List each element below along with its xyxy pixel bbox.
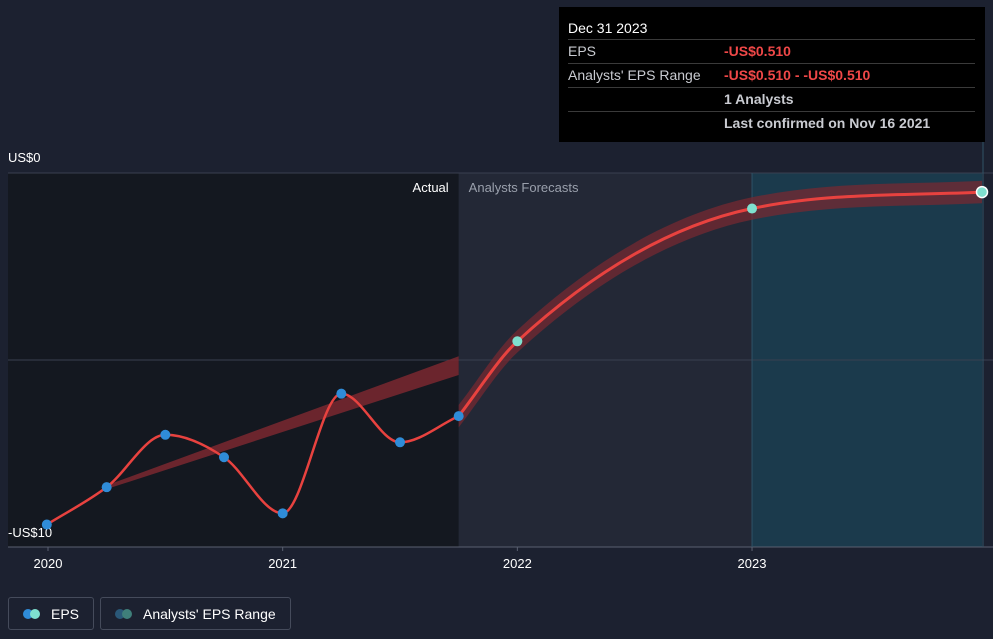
eps-actual-point-4 xyxy=(277,508,288,519)
eps-actual-point-6 xyxy=(395,437,406,448)
tooltip-range-value: -US$0.510 - -US$0.510 xyxy=(724,67,871,83)
actual-section-label: Actual xyxy=(413,180,449,195)
eps-forecast-point-2 xyxy=(747,203,758,214)
legend-eps-button[interactable]: EPS xyxy=(8,597,95,630)
x-tick-label-2022: 2022 xyxy=(503,556,532,571)
y-axis-top-label: US$0 xyxy=(8,150,41,165)
eps-forecast-line xyxy=(457,190,983,418)
eps-actual-point-5 xyxy=(336,388,347,399)
legend-range-label: Analysts' EPS Range xyxy=(143,605,276,622)
legend-eps-label: EPS xyxy=(51,605,80,622)
eps-legend-icon xyxy=(23,608,43,619)
tooltip-date: Dec 31 2023 xyxy=(568,17,975,40)
tooltip-analysts-row: 1 Analysts xyxy=(568,88,975,112)
y-axis-bottom-label: -US$10 xyxy=(8,525,52,540)
tooltip-confirmed-row: Last confirmed on Nov 16 2021 xyxy=(568,112,975,135)
chart-tooltip: Dec 31 2023 EPS -US$0.510 Analysts' EPS … xyxy=(559,7,985,142)
tooltip-eps-row: EPS -US$0.510 xyxy=(568,40,975,64)
chart-legend: EPS Analysts' EPS Range xyxy=(8,597,291,630)
forecast-section-label: Analysts Forecasts xyxy=(469,180,579,195)
x-tick-label-2020: 2020 xyxy=(34,556,63,571)
forecast-range-band xyxy=(458,180,982,428)
eps-forecast-point-1 xyxy=(512,336,523,347)
tooltip-analysts-count: 1 Analysts xyxy=(724,91,794,107)
tooltip-last-confirmed: Last confirmed on Nov 16 2021 xyxy=(724,115,931,131)
eps-actual-point-0 xyxy=(41,519,52,530)
tooltip-eps-label: EPS xyxy=(568,43,597,59)
x-tick-label-2021: 2021 xyxy=(268,556,297,571)
eps-actual-point-3 xyxy=(219,452,230,463)
eps-actual-point-1 xyxy=(101,482,112,493)
eps-actual-line xyxy=(46,392,460,526)
eps-actual-point-7 xyxy=(453,411,464,422)
tooltip-eps-value: -US$0.510 xyxy=(724,43,791,59)
tooltip-range-label: Analysts' EPS Range xyxy=(568,67,701,83)
tooltip-range-row: Analysts' EPS Range -US$0.510 - -US$0.51… xyxy=(568,64,975,88)
past-estimate-range-band xyxy=(106,356,459,490)
eps-forecast-point-3 xyxy=(975,185,989,199)
eps-actual-point-2 xyxy=(160,429,171,440)
range-legend-icon xyxy=(115,608,135,619)
x-tick-label-2023: 2023 xyxy=(738,556,767,571)
legend-range-button[interactable]: Analysts' EPS Range xyxy=(100,597,291,630)
